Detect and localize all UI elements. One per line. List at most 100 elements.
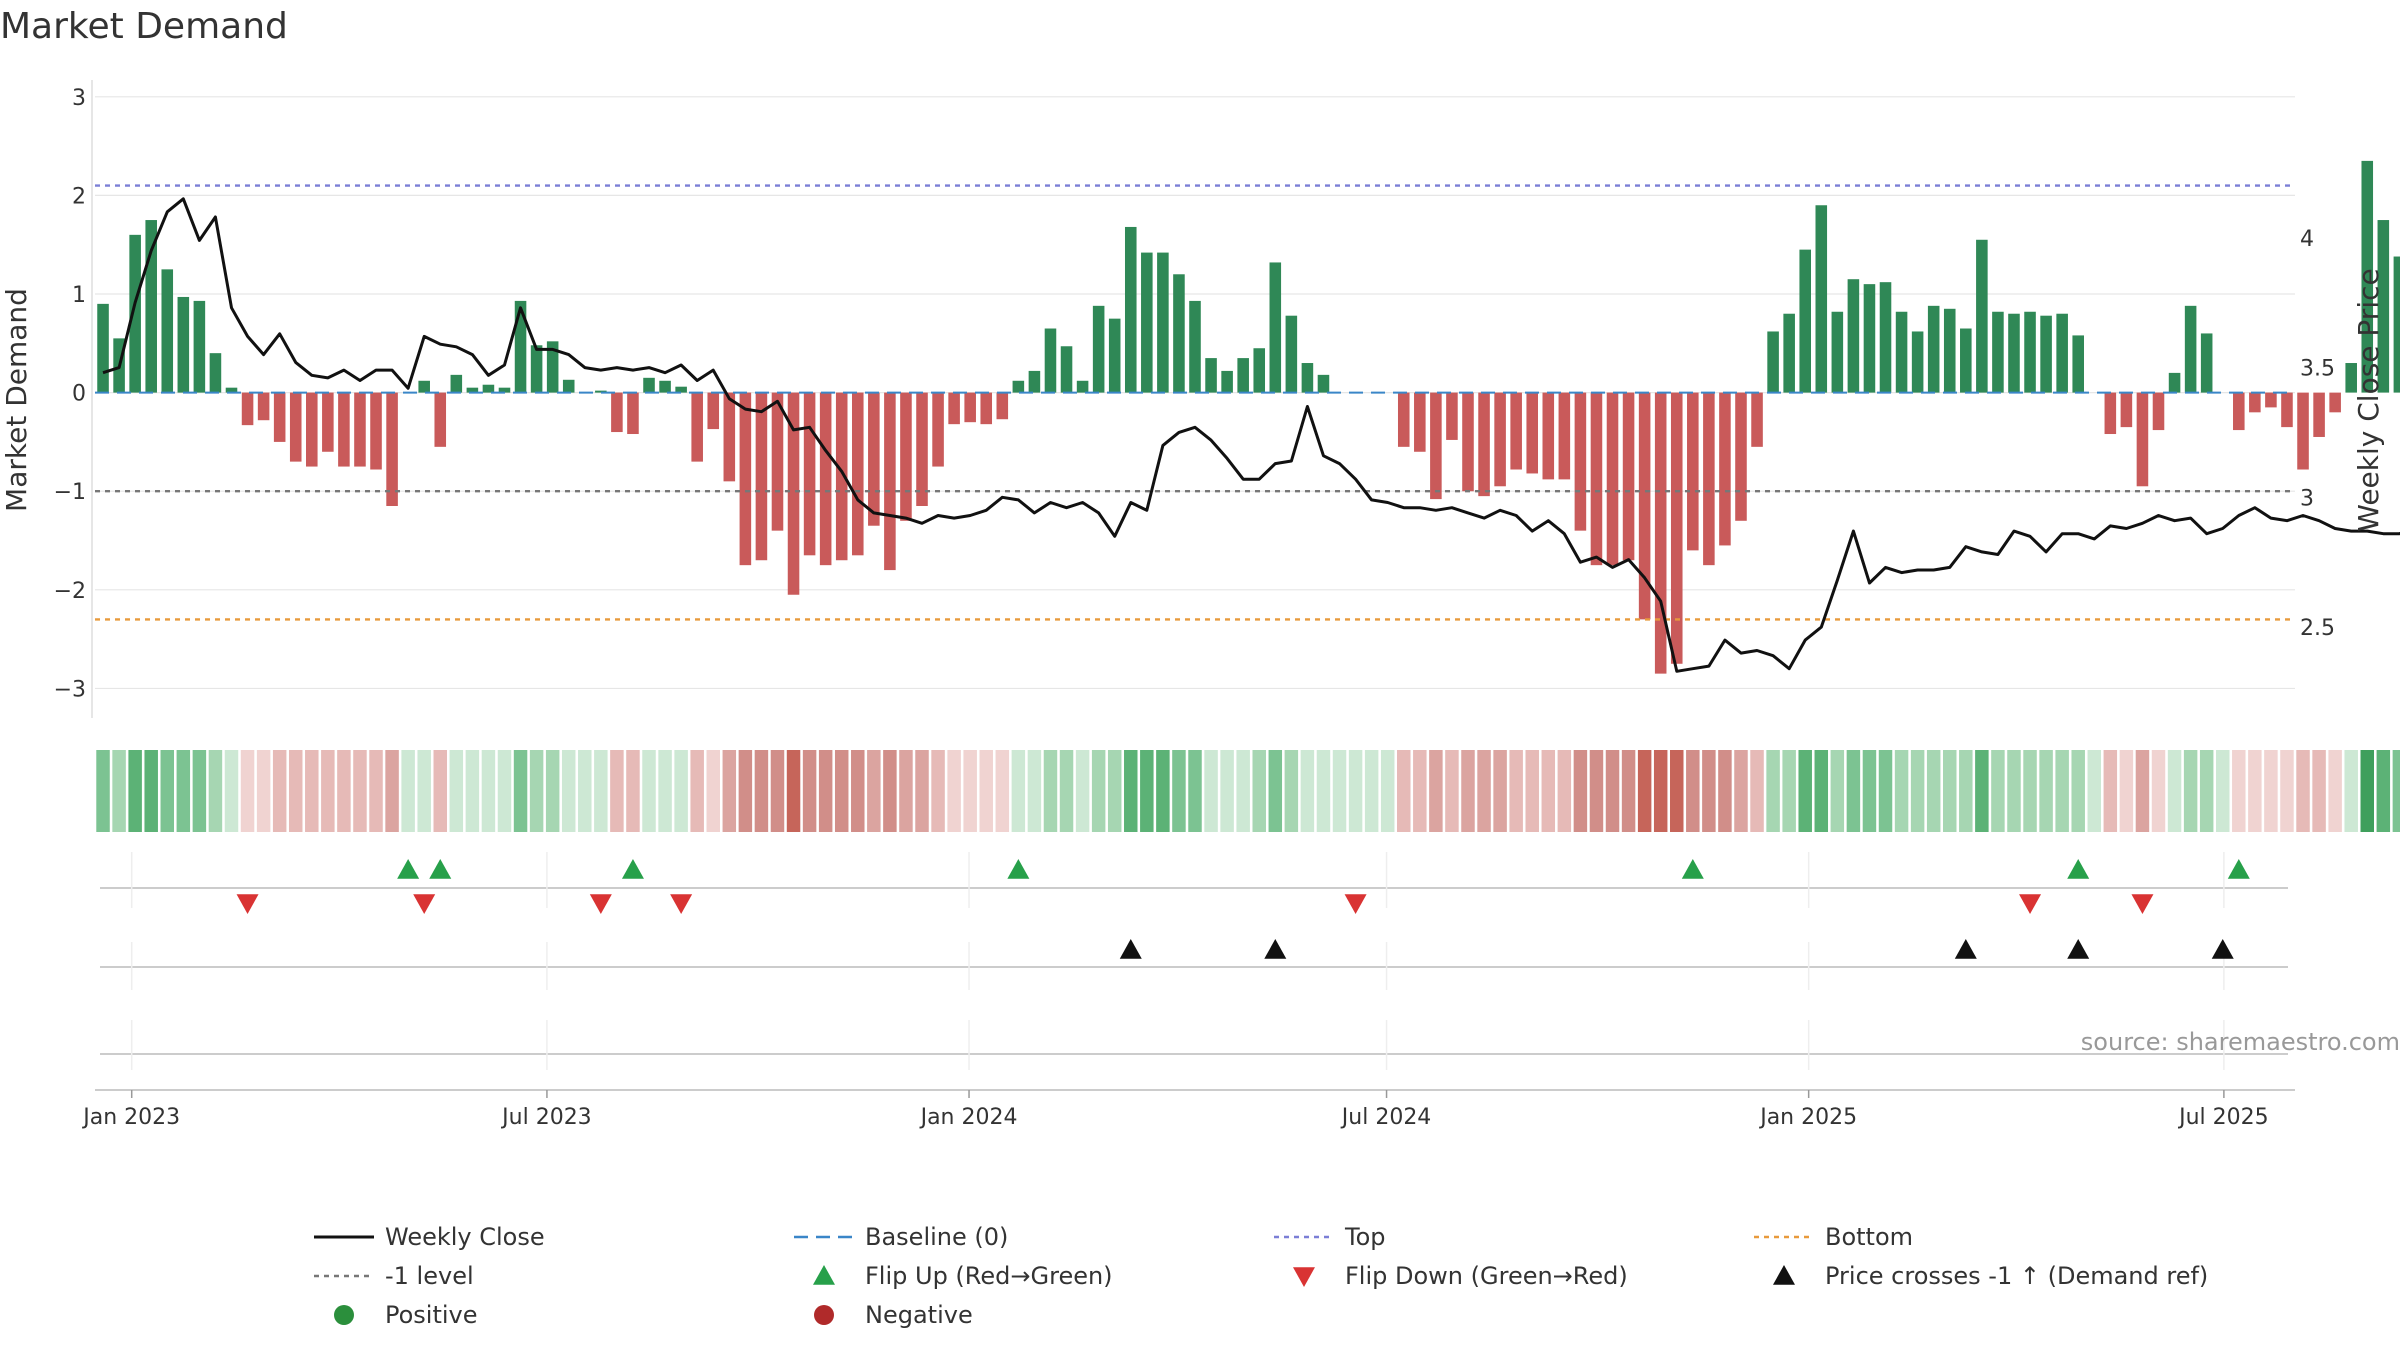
heat-cell <box>1943 750 1957 832</box>
legend-swatch <box>813 1265 835 1285</box>
legend-item: -1 level <box>314 1262 474 1290</box>
demand-bar <box>659 380 671 393</box>
flip-up-marker <box>429 859 452 879</box>
y2-tick-label: 4 <box>2300 227 2314 252</box>
demand-bar <box>1703 392 1715 566</box>
demand-bar <box>1478 392 1490 497</box>
demand-bar <box>1735 392 1747 521</box>
legend-item: Bottom <box>1754 1223 1913 1251</box>
demand-bar <box>948 392 960 425</box>
demand-bar <box>1189 300 1201 393</box>
legend-label: Positive <box>385 1301 478 1329</box>
demand-bar <box>723 392 736 482</box>
heat-cell <box>1220 750 1234 832</box>
heat-cell <box>224 750 239 832</box>
demand-bar <box>2168 372 2181 393</box>
demand-bar <box>209 353 222 393</box>
demand-bar <box>1205 358 1217 393</box>
heat-cell <box>1605 750 1620 832</box>
heat-cell <box>2296 750 2310 832</box>
demand-bar <box>1622 392 1635 561</box>
heat-cell <box>1380 750 1395 832</box>
demand-bar <box>1815 205 1828 393</box>
heat-cell <box>979 750 993 832</box>
heat-cell <box>786 750 801 832</box>
heat-cell <box>1589 750 1604 832</box>
heat-cell <box>2087 750 2102 832</box>
demand-bar <box>1462 392 1474 492</box>
demand-bar <box>1494 392 1506 487</box>
demand-bar <box>739 392 752 566</box>
heat-cell <box>385 750 399 832</box>
legend-label: Bottom <box>1825 1223 1913 1251</box>
demand-bar <box>225 387 238 393</box>
demand-bar <box>370 392 382 470</box>
demand-bar <box>1012 380 1025 393</box>
flip-up-marker <box>397 859 420 879</box>
legend-label: Flip Up (Red→Green) <box>865 1262 1113 1290</box>
weekly-close-line <box>102 197 2400 673</box>
heat-cell <box>1429 750 1443 832</box>
heat-cell <box>1702 750 1716 832</box>
heat-cell <box>578 750 592 832</box>
heat-cell <box>1332 750 1347 832</box>
demand-bar <box>1269 262 1282 393</box>
heat-cell <box>1653 750 1668 832</box>
legend-label: Flip Down (Green→Red) <box>1345 1262 1628 1290</box>
demand-bar <box>354 392 366 467</box>
demand-bar <box>1654 392 1667 674</box>
heat-cell <box>1124 750 1138 832</box>
heat-cell <box>208 750 223 832</box>
flip-down-marker <box>2019 894 2042 914</box>
demand-bar <box>1960 328 1972 393</box>
heat-cell <box>1493 750 1507 832</box>
demand-bar <box>1638 392 1651 620</box>
price-cross-marker <box>1264 939 1287 959</box>
heat-cell <box>851 750 865 832</box>
y-tick-label: −3 <box>54 677 86 702</box>
demand-bar <box>851 392 864 556</box>
heat-cell <box>1766 750 1780 832</box>
chart-title: Market Demand <box>0 6 288 47</box>
demand-bar <box>1558 392 1571 480</box>
y-tick-label: 1 <box>72 283 86 308</box>
heat-cell <box>1316 750 1331 832</box>
x-tick-label: Jan 2025 <box>1758 1105 1857 1130</box>
legend-item: Negative <box>814 1301 973 1329</box>
heat-cell <box>1670 750 1684 832</box>
demand-bar <box>2008 313 2020 393</box>
heat-cell <box>2135 750 2150 832</box>
heat-cell <box>128 750 142 832</box>
heat-cell <box>1284 750 1299 832</box>
demand-bar <box>1574 392 1587 531</box>
demand-bar <box>1157 252 1169 393</box>
demand-bar <box>1831 311 1844 393</box>
heat-cell <box>658 750 672 832</box>
heat-cell <box>1621 750 1636 832</box>
legend-swatch <box>1773 1265 1795 1285</box>
demand-bar <box>177 296 190 393</box>
heat-cell <box>369 750 383 832</box>
heat-cell <box>2264 750 2278 832</box>
demand-bar <box>289 392 302 462</box>
heat-cell <box>610 750 624 832</box>
demand-bar <box>691 392 703 462</box>
legend-item: Flip Up (Red→Green) <box>813 1262 1113 1290</box>
demand-bar <box>97 303 109 393</box>
heat-cell <box>112 750 126 832</box>
y2-tick-label: 2.5 <box>2300 616 2335 641</box>
heat-cell <box>1862 750 1877 832</box>
demand-heat-strip <box>96 750 2400 832</box>
heat-cell <box>1397 750 1411 832</box>
heat-cell <box>1156 750 1170 832</box>
demand-bar <box>322 392 334 452</box>
heat-cell <box>256 750 271 832</box>
demand-bar <box>627 392 639 435</box>
heat-cell <box>2312 750 2326 832</box>
heat-cell <box>1557 750 1572 832</box>
demand-bar <box>2297 392 2309 470</box>
y2-tick-label: 3 <box>2300 486 2314 511</box>
heat-cell <box>2344 750 2358 832</box>
heat-cell <box>1718 750 1732 832</box>
